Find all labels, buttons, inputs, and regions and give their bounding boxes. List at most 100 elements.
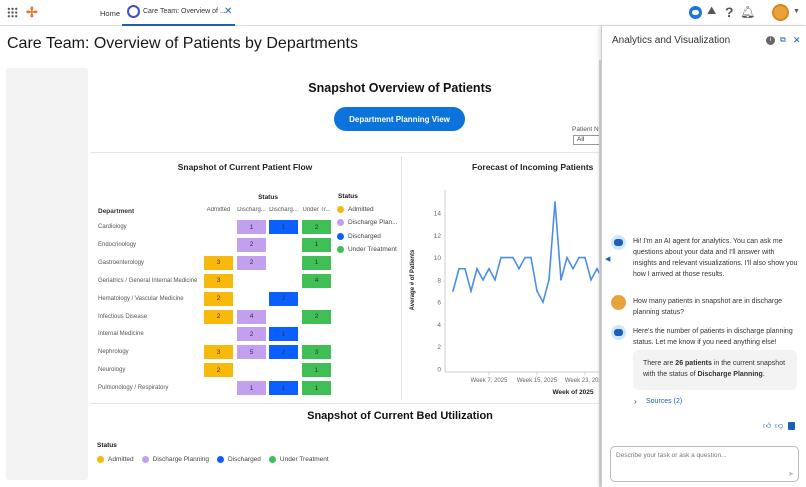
heatmap-cell[interactable]: 2 xyxy=(302,220,331,234)
bed-legend-item[interactable]: Admitted xyxy=(97,456,134,463)
chevron-right-icon[interactable]: › xyxy=(634,397,637,406)
chat-input-placeholder: Describe your task or ask a question... xyxy=(616,452,727,459)
data-point[interactable] xyxy=(542,301,544,303)
data-point[interactable] xyxy=(494,279,496,281)
tab-home[interactable]: Home xyxy=(100,9,121,18)
bed-legend-item[interactable]: Under Treatment xyxy=(268,456,329,463)
heatmap-cell[interactable]: 1 xyxy=(269,220,298,234)
thumbs-down-icon[interactable]: 👎︎ xyxy=(775,421,784,430)
legend-dot xyxy=(141,456,149,463)
data-point[interactable] xyxy=(590,279,592,281)
data-point[interactable] xyxy=(470,290,472,292)
chevron-down-icon[interactable]: ▼ xyxy=(793,8,800,15)
data-point[interactable] xyxy=(572,267,574,270)
heatmap-cell[interactable]: 1 xyxy=(269,381,298,396)
heatmap-cell[interactable]: 1 xyxy=(302,363,331,378)
legend-dot xyxy=(337,219,344,227)
heatmap-cell[interactable]: 2 xyxy=(269,291,298,306)
data-point[interactable] xyxy=(458,267,460,270)
data-point[interactable] xyxy=(488,267,490,270)
legend-item[interactable]: Admitted xyxy=(337,206,374,213)
data-point[interactable] xyxy=(500,256,502,259)
help-icon[interactable]: ? xyxy=(725,4,734,20)
heatmap-cell[interactable]: 3 xyxy=(204,255,233,270)
chat-input[interactable]: Describe your task or ask a question... … xyxy=(610,446,799,482)
data-point[interactable] xyxy=(548,279,550,281)
data-point[interactable] xyxy=(512,256,514,259)
notifications-bell-icon[interactable]: 🔔︎ xyxy=(740,5,756,19)
legend-label: Admitted xyxy=(348,206,374,213)
patient-filter-label: Patient N... xyxy=(572,126,600,133)
heatmap-cell[interactable]: 2 xyxy=(237,237,266,252)
data-point[interactable] xyxy=(524,256,526,259)
legend-item[interactable]: Under Treatment xyxy=(337,245,397,253)
heatmap-cell[interactable]: 5 xyxy=(237,345,266,360)
data-point[interactable] xyxy=(536,290,538,292)
data-point[interactable] xyxy=(476,267,478,270)
close-panel-icon[interactable]: ✕ xyxy=(793,35,801,45)
data-point[interactable] xyxy=(560,279,562,281)
heatmap-cell[interactable]: 2 xyxy=(204,291,233,306)
send-icon[interactable]: ➤ xyxy=(788,471,794,478)
heatmap-cell[interactable]: 2 xyxy=(237,255,266,270)
data-point[interactable] xyxy=(578,256,580,259)
department-label: Hematology / Vascular Medicine xyxy=(98,295,184,302)
agent-icon[interactable] xyxy=(689,6,702,19)
heatmap-cell[interactable]: 1 xyxy=(237,381,266,396)
heatmap-cell[interactable]: 2 xyxy=(204,309,233,324)
sources-link[interactable]: Sources (2) xyxy=(646,398,683,405)
data-point[interactable] xyxy=(452,290,454,292)
heatmap-cell[interactable]: 1 xyxy=(302,381,331,396)
heatmap-cell[interactable]: 2 xyxy=(237,327,266,342)
data-point[interactable] xyxy=(554,201,556,203)
card-text: in the current snapshot with the status … xyxy=(643,360,786,378)
heatmap-cell[interactable]: 1 xyxy=(237,220,266,234)
legend-label: Under Treatment xyxy=(348,245,397,253)
patient-filter-select[interactable]: All xyxy=(573,135,601,145)
card-text: . xyxy=(762,371,765,378)
legend-item[interactable]: Discharge Plan... xyxy=(337,219,398,227)
y-tick-label: 10 xyxy=(434,255,442,262)
heatmap-cell[interactable]: 2 xyxy=(269,345,298,360)
top-bar: ✢ Home Care Team: Overview of ... ✕ ⛰ ? … xyxy=(0,0,806,26)
heatmap-cell[interactable]: 2 xyxy=(204,363,233,378)
data-point[interactable] xyxy=(506,256,508,259)
collapse-arrow-icon[interactable]: ◀ xyxy=(605,256,611,263)
department-label: Endocrinology xyxy=(98,241,137,248)
legend-label: Discharged xyxy=(228,456,261,463)
heatmap-cell[interactable]: 3 xyxy=(204,273,233,288)
data-point[interactable] xyxy=(596,267,598,270)
info-icon[interactable]: i xyxy=(766,36,775,45)
data-point[interactable] xyxy=(464,267,466,270)
legend-item[interactable]: Discharged xyxy=(337,232,381,240)
column-label: Admitted xyxy=(206,207,231,213)
heatmap-cell[interactable]: 3 xyxy=(302,345,331,360)
heatmap-cell[interactable]: 1 xyxy=(302,237,331,252)
heatmap-cell[interactable]: 1 xyxy=(269,327,298,342)
bed-legend-item[interactable]: Discharge Planning xyxy=(141,456,209,463)
line-chart-title: Forecast of Incoming Patients xyxy=(472,162,594,172)
close-tab-icon[interactable]: ✕ xyxy=(224,6,233,17)
data-point[interactable] xyxy=(518,267,520,270)
y-tick-label: 6 xyxy=(437,300,441,307)
data-point[interactable] xyxy=(584,256,586,259)
tab-label: Care Team: Overview of ... xyxy=(143,8,226,15)
department-planning-view-button[interactable]: Department Planning View xyxy=(334,107,465,131)
bed-legend-item[interactable]: Discharged xyxy=(217,456,261,463)
thumbs-up-icon[interactable]: 👍︎ xyxy=(763,421,772,430)
data-point[interactable] xyxy=(566,256,568,259)
app-launcher-icon[interactable] xyxy=(7,7,18,18)
scrollbar[interactable] xyxy=(599,60,602,487)
trailhead-icon[interactable]: ⛰ xyxy=(707,5,717,17)
heatmap-cell[interactable]: 3 xyxy=(204,345,233,360)
copy-icon[interactable] xyxy=(788,422,795,430)
heatmap-cell[interactable]: 4 xyxy=(237,309,266,324)
new-chat-icon[interactable]: ⧉ xyxy=(780,35,786,44)
heatmap-cell[interactable]: 4 xyxy=(302,273,331,288)
data-point[interactable] xyxy=(482,279,484,281)
data-point[interactable] xyxy=(530,256,532,259)
heatmap-cell[interactable]: 1 xyxy=(302,255,331,270)
heatmap-cell[interactable]: 2 xyxy=(302,309,331,324)
user-avatar[interactable] xyxy=(772,4,789,21)
tab-care-team[interactable]: Care Team: Overview of ... ✕ xyxy=(122,0,235,26)
